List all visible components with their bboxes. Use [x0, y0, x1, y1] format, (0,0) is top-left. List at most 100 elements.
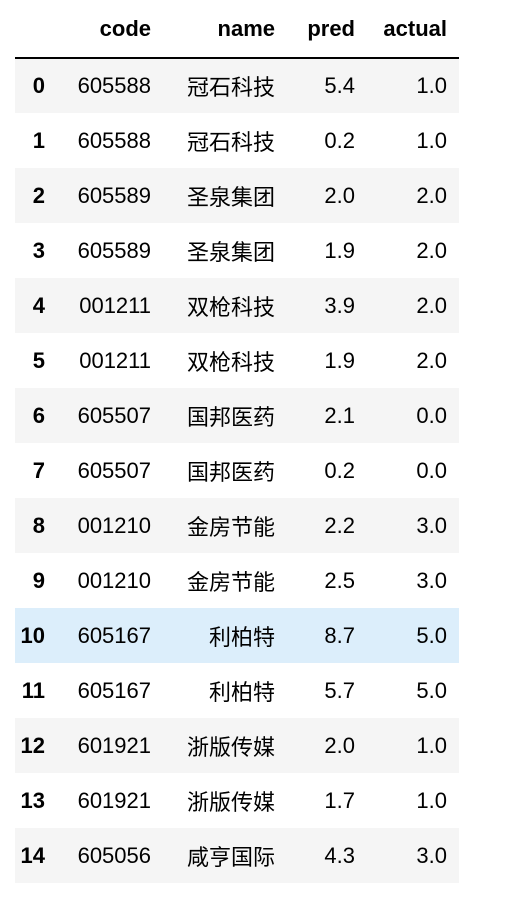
table-row: 12 601921 浙版传媒 2.0 1.0: [15, 718, 459, 773]
code-cell: 605507: [77, 402, 151, 428]
pred-cell: 1.9: [324, 347, 355, 373]
actual-cell: 2.0: [416, 347, 447, 373]
code-cell: 605589: [77, 237, 151, 263]
table-row: 3 605589 圣泉集团 1.9 2.0: [15, 223, 459, 278]
pred-cell: 5.4: [324, 73, 355, 98]
actual-cell: 0.0: [416, 457, 447, 483]
name-cell: 利柏特: [208, 680, 275, 706]
table-row: 9 001210 金房节能 2.5 3.0: [15, 553, 459, 608]
row-index: 2: [32, 182, 45, 208]
pred-cell: 8.7: [324, 622, 355, 648]
pred-cell: 4.3: [324, 842, 355, 868]
name-cell: 浙版传媒: [186, 735, 275, 761]
column-header-name: name: [163, 0, 287, 59]
actual-cell: 5.0: [416, 677, 447, 703]
row-index: 7: [32, 457, 45, 483]
code-cell: 605588: [77, 73, 151, 98]
name-cell: 利柏特: [208, 625, 275, 651]
table-row: 5 001211 双枪科技 1.9 2.0: [15, 333, 459, 388]
pred-cell: 2.0: [324, 732, 355, 758]
row-index: 0: [32, 73, 45, 98]
actual-cell: 3.0: [416, 512, 447, 538]
row-index: 1: [32, 127, 45, 153]
pred-cell: 1.9: [324, 237, 355, 263]
code-cell: 605589: [77, 182, 151, 208]
table-row: 2 605589 圣泉集团 2.0 2.0: [15, 168, 459, 223]
pred-cell: 3.9: [324, 292, 355, 318]
name-cell: 金房节能: [186, 515, 275, 541]
table-row: 7 605507 国邦医药 0.2 0.0: [15, 443, 459, 498]
pred-cell: 1.7: [324, 787, 355, 813]
row-index: 8: [32, 512, 45, 538]
name-cell: 国邦医药: [186, 405, 275, 431]
dataframe-output: code name pred actual 0 605588 冠石科技 5.4 1.0 1…: [15, 0, 459, 883]
code-cell: 605507: [77, 457, 151, 483]
column-header-pred: pred: [287, 0, 367, 59]
name-cell: 圣泉集团: [186, 240, 275, 266]
table-row: 1 605588 冠石科技 0.2 1.0: [15, 113, 459, 168]
table-row: 10 605167 利柏特 8.7 5.0: [15, 608, 459, 663]
table-row: 8 001210 金房节能 2.2 3.0: [15, 498, 459, 553]
actual-cell: 2.0: [416, 237, 447, 263]
row-index: 12: [20, 732, 45, 758]
row-index: 14: [20, 842, 45, 868]
pred-cell: 2.1: [324, 402, 355, 428]
index-header: [15, 0, 57, 59]
code-cell: 605167: [77, 622, 151, 648]
table-body: 0 605588 冠石科技 5.4 1.0 1 605588 冠石科技 0.2 1.0 2 60558…: [15, 58, 459, 883]
dataframe-table: code name pred actual 0 605588 冠石科技 5.4 1.0 1…: [15, 0, 459, 883]
pred-cell: 2.0: [324, 182, 355, 208]
actual-cell: 3.0: [416, 567, 447, 593]
actual-cell: 1.0: [416, 127, 447, 153]
table-row: 0 605588 冠石科技 5.4 1.0: [15, 58, 459, 113]
pred-cell: 2.2: [324, 512, 355, 538]
table-row: 11 605167 利柏特 5.7 5.0: [15, 663, 459, 718]
row-index: 11: [21, 677, 45, 703]
actual-cell: 1.0: [416, 732, 447, 758]
name-cell: 金房节能: [186, 570, 275, 596]
row-index: 5: [32, 347, 45, 373]
name-cell: 圣泉集团: [186, 185, 275, 211]
row-index: 3: [32, 237, 45, 263]
code-cell: 601921: [77, 732, 151, 758]
pred-cell: 0.2: [324, 457, 355, 483]
code-cell: 001211: [79, 347, 151, 373]
actual-cell: 2.0: [416, 182, 447, 208]
column-header-code: code: [57, 0, 163, 59]
code-cell: 605167: [77, 677, 151, 703]
name-cell: 咸亨国际: [186, 845, 275, 871]
column-header-actual: actual: [367, 0, 459, 59]
table-row: 14 605056 咸亨国际 4.3 3.0: [15, 828, 459, 883]
pred-cell: 5.7: [324, 677, 355, 703]
row-index: 13: [20, 787, 45, 813]
header-row: code name pred actual: [15, 0, 459, 59]
name-cell: 双枪科技: [186, 295, 275, 321]
row-index: 10: [20, 622, 45, 648]
name-cell: 浙版传媒: [186, 790, 275, 816]
row-index: 9: [32, 567, 45, 593]
code-cell: 001211: [79, 292, 151, 318]
code-cell: 001210: [77, 567, 151, 593]
table-row: 6 605507 国邦医药 2.1 0.0: [15, 388, 459, 443]
name-cell: 冠石科技: [186, 76, 275, 101]
pred-cell: 2.5: [324, 567, 355, 593]
actual-cell: 5.0: [416, 622, 447, 648]
row-index: 4: [32, 292, 45, 318]
row-index: 6: [32, 402, 45, 428]
name-cell: 国邦医药: [186, 460, 275, 486]
actual-cell: 1.0: [416, 787, 447, 813]
table-header: code name pred actual: [15, 0, 459, 59]
actual-cell: 2.0: [416, 292, 447, 318]
code-cell: 001210: [77, 512, 151, 538]
name-cell: 冠石科技: [186, 130, 275, 156]
table-row: 13 601921 浙版传媒 1.7 1.0: [15, 773, 459, 828]
code-cell: 601921: [77, 787, 151, 813]
table-row: 4 001211 双枪科技 3.9 2.0: [15, 278, 459, 333]
pred-cell: 0.2: [324, 127, 355, 153]
actual-cell: 0.0: [416, 402, 447, 428]
name-cell: 双枪科技: [186, 350, 275, 376]
code-cell: 605056: [77, 842, 151, 868]
code-cell: 605588: [77, 127, 151, 153]
actual-cell: 1.0: [416, 73, 447, 98]
actual-cell: 3.0: [416, 842, 447, 868]
